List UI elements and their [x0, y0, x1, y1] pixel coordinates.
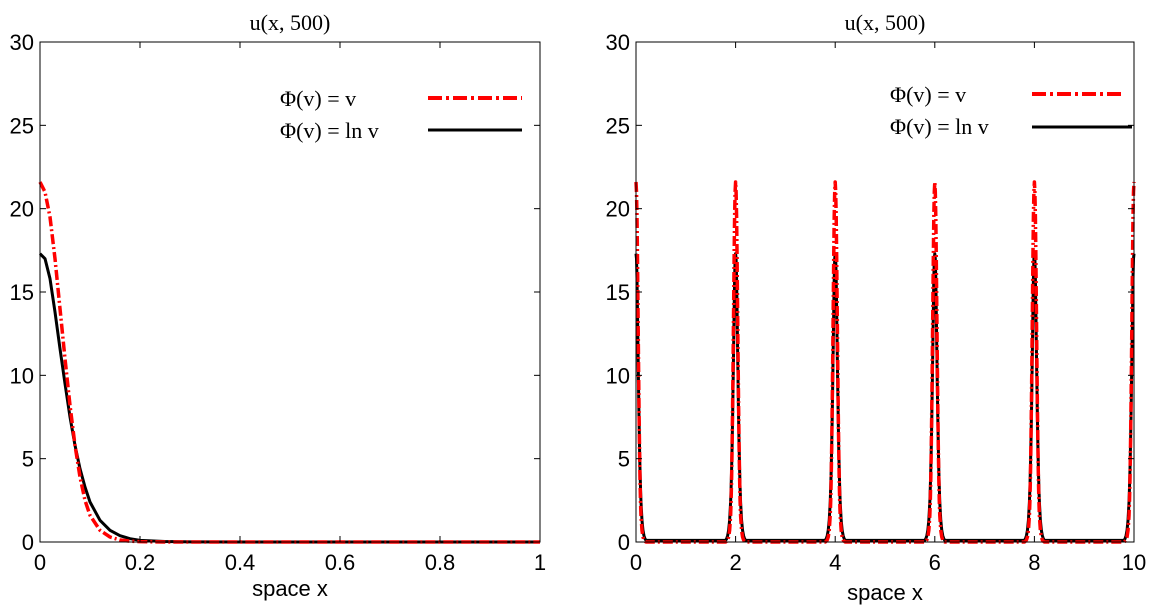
left-plot-title: u(x, 500) — [250, 10, 331, 35]
left-ytick-label: 25 — [10, 113, 34, 138]
left-xtick-label: 0.8 — [425, 550, 456, 575]
left-xtick-label: 0.6 — [325, 550, 356, 575]
left-series-line-log — [38, 252, 540, 544]
right-series-line-linear — [634, 180, 1136, 544]
right-legend-label-log: Φ(v) = ln v — [890, 114, 989, 139]
left-legend-label-log: Φ(v) = ln v — [280, 118, 379, 143]
left-legend-label-linear: Φ(v) = v — [280, 86, 356, 111]
right-ytick-label: 30 — [606, 30, 630, 55]
left-ytick-label: 5 — [22, 447, 34, 472]
right-xtick-label: 6 — [929, 550, 941, 575]
right-ytick-label: 5 — [618, 447, 630, 472]
left-xtick-label: 0.4 — [225, 550, 256, 575]
left-ytick-label: 0 — [22, 530, 34, 555]
left-ytick-label: 20 — [10, 197, 34, 222]
right-xtick-label: 10 — [1122, 550, 1146, 575]
left-xtick-label: 1 — [534, 550, 546, 575]
right-plot-axes-box — [635, 41, 1135, 543]
left-plot-lines — [38, 181, 540, 544]
left-ytick-label: 10 — [10, 363, 34, 388]
right-xtick-label: 2 — [729, 550, 741, 575]
right-plot-legend: Φ(v) = v Φ(v) = ln v — [890, 82, 1132, 139]
right-ytick-label: 15 — [606, 280, 630, 305]
right-plot-xlabel: space x — [847, 580, 923, 605]
right-plot-lines — [634, 180, 1136, 544]
left-xtick-label: 0 — [34, 550, 46, 575]
left-plot-axes-box — [39, 41, 541, 543]
right-legend-label-linear: Φ(v) = v — [890, 82, 966, 107]
right-ytick-label: 0 — [618, 530, 630, 555]
right-plot: u(x, 500) 0 2 4 6 8 10 0 5 10 15 20 25 30 Φ(v) = v Φ… — [606, 10, 1147, 605]
right-xtick-label: 8 — [1028, 550, 1040, 575]
right-plot-title: u(x, 500) — [845, 10, 926, 35]
right-ytick-label: 25 — [606, 113, 630, 138]
left-plot-xlabel: space x — [252, 576, 328, 601]
left-ytick-label: 30 — [10, 30, 34, 55]
right-xtick-label: 0 — [630, 550, 642, 575]
right-plot-ticks: 0 2 4 6 8 10 0 5 10 15 20 25 30 — [606, 30, 1147, 575]
right-ytick-label: 10 — [606, 363, 630, 388]
left-ytick-label: 15 — [10, 280, 34, 305]
left-series-line-linear — [38, 181, 540, 544]
right-series-line-log — [634, 252, 1136, 542]
left-plot-legend: Φ(v) = v Φ(v) = ln v — [280, 86, 522, 143]
right-ytick-label: 20 — [606, 197, 630, 222]
left-xtick-label: 0.2 — [125, 550, 156, 575]
right-xtick-label: 4 — [829, 550, 841, 575]
